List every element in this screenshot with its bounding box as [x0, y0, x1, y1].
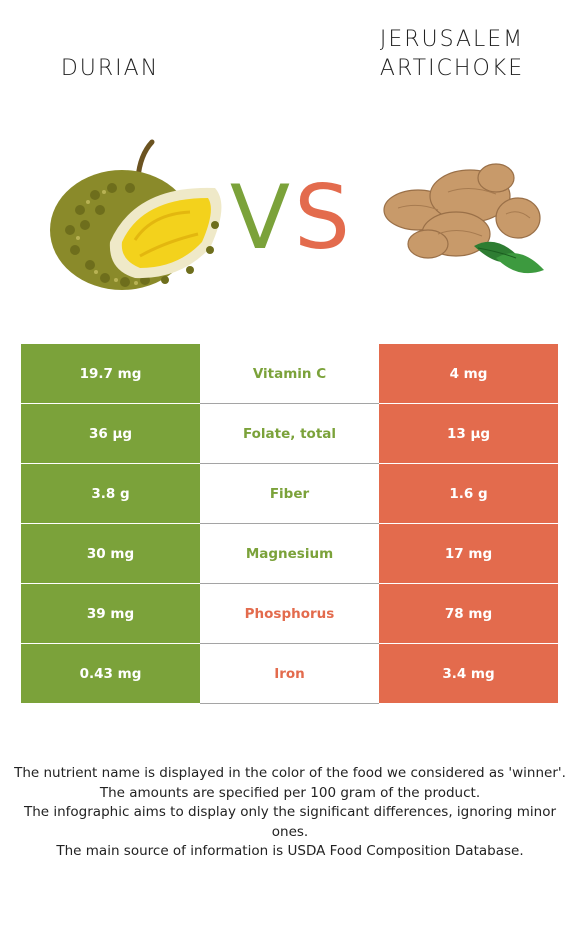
footer-notes: The nutrient name is displayed in the co… [10, 764, 570, 862]
right-value: 1.6 g [379, 464, 558, 524]
left-value: 39 mg [21, 584, 200, 644]
right-value: 78 mg [379, 584, 558, 644]
footer-note-3: The infographic aims to display only the… [23, 804, 557, 840]
table-row: 36 µg Folate, total 13 µg [21, 404, 558, 464]
footer-note-4: The main source of information is USDA F… [56, 843, 524, 859]
nutrient-name: Fiber [200, 464, 379, 524]
right-food-title-line-2: ARTICHOKE [379, 56, 525, 81]
nutrient-name: Vitamin C [200, 344, 379, 404]
jerusalem-artichoke-image [383, 163, 544, 274]
vs-label: V S [230, 168, 350, 258]
nutrient-name: Phosphorus [200, 584, 379, 644]
nutrient-name: Magnesium [200, 524, 379, 584]
left-value: 36 µg [21, 404, 200, 464]
nutrient-name: Folate, total [200, 404, 379, 464]
left-value: 3.8 g [21, 464, 200, 524]
vs-right-letter: S [294, 168, 350, 258]
right-food-title-line-1: JERUSALEM [379, 27, 525, 52]
table-row: 39 mg Phosphorus 78 mg [21, 584, 558, 644]
right-value: 3.4 mg [379, 644, 558, 704]
left-value: 30 mg [21, 524, 200, 584]
durian-image [50, 139, 222, 290]
nutrient-name: Iron [200, 644, 379, 704]
footer-note-2: The amounts are specified per 100 gram o… [99, 784, 481, 801]
table-row: 3.8 g Fiber 1.6 g [21, 464, 558, 524]
left-value: 19.7 mg [21, 344, 200, 404]
right-value: 17 mg [379, 524, 558, 584]
table-row: 0.43 mg Iron 3.4 mg [21, 644, 558, 704]
vs-left-letter: V [230, 168, 290, 258]
right-food-title: JERUSALEM ARTICHOKE [362, 25, 542, 83]
left-food-title: DURIAN [60, 56, 160, 81]
table-row: 30 mg Magnesium 17 mg [21, 524, 558, 584]
footer-note-1: The nutrient name is displayed in the co… [14, 765, 566, 781]
right-value: 4 mg [379, 344, 558, 404]
right-value: 13 µg [379, 404, 558, 464]
left-value: 0.43 mg [21, 644, 200, 704]
